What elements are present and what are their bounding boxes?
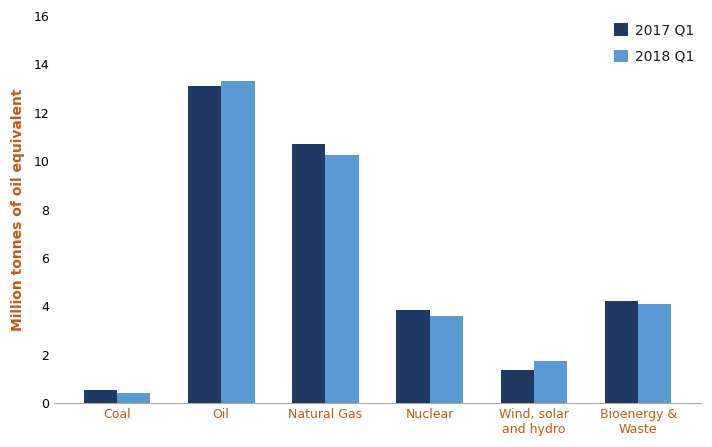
Bar — [221, 81, 254, 403]
Bar — [325, 155, 359, 403]
Bar — [638, 304, 671, 403]
Bar — [604, 301, 638, 403]
Y-axis label: Million tonnes of oil equivalent: Million tonnes of oil equivalent — [11, 89, 25, 331]
Legend: 2017 Q1, 2018 Q1: 2017 Q1, 2018 Q1 — [614, 23, 694, 63]
Bar — [188, 86, 221, 403]
Bar — [117, 393, 150, 403]
Bar — [429, 316, 463, 403]
Bar — [397, 310, 429, 403]
Bar — [83, 390, 117, 403]
Bar — [501, 371, 534, 403]
Bar — [292, 144, 325, 403]
Bar — [534, 361, 567, 403]
